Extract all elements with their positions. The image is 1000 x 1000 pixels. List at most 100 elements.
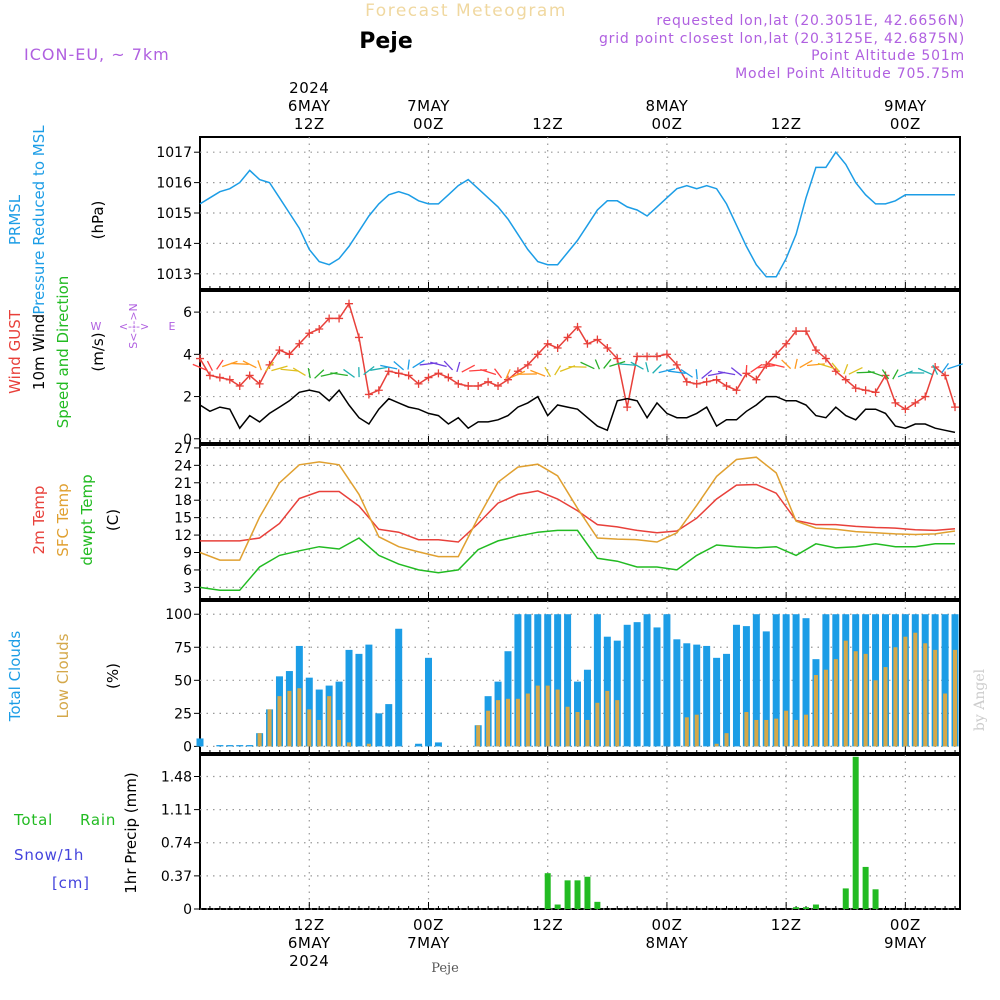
- bar-low-clouds: [903, 636, 908, 747]
- gust-marker: [533, 350, 542, 359]
- gust-marker: [414, 379, 423, 388]
- top-time-label: 8MAY: [646, 97, 689, 115]
- gust-marker: [325, 314, 334, 323]
- bar-low-clouds: [366, 743, 371, 747]
- gust-marker: [543, 339, 552, 348]
- wind-arrow-icon: [645, 362, 649, 373]
- wind-arrow-icon: [307, 368, 311, 379]
- panel-label: PRMSL: [6, 194, 24, 245]
- bottom-time-label: 2024: [289, 952, 329, 970]
- wind-arrow-icon: [480, 368, 497, 376]
- bar-low-clouds: [535, 685, 540, 747]
- gust-marker: [861, 386, 870, 395]
- wind-arrow-icon: [443, 360, 454, 371]
- gust-marker: [464, 382, 473, 390]
- bar-low-clouds: [933, 649, 938, 747]
- gust-marker: [225, 375, 234, 384]
- wind-arrow-icon: [652, 364, 662, 374]
- y-tick-label: 21: [174, 476, 192, 492]
- precip-legend-label: Snow/1h: [14, 846, 84, 864]
- bottom-time-label: 12Z: [294, 916, 325, 934]
- precip-axis-title: 1hr Precip (mm): [122, 772, 140, 893]
- gust-marker: [792, 327, 801, 336]
- gust-marker: [523, 360, 532, 369]
- wind-arrow-icon: [781, 359, 792, 370]
- bar-low-clouds: [317, 719, 322, 747]
- wind-arrow-icon: [380, 364, 398, 370]
- wind-arrow-icon: [618, 363, 637, 366]
- gust-marker: [732, 386, 741, 395]
- wind-arrow-icon: [717, 370, 736, 376]
- bar-1hr-precip: [564, 880, 571, 909]
- panel-label: Wind GUST: [6, 309, 24, 394]
- bar-low-clouds: [913, 632, 918, 747]
- bar-low-clouds: [327, 696, 332, 747]
- bar-total-clouds: [752, 614, 760, 747]
- top-time-label: 7MAY: [407, 97, 450, 115]
- y-tick-label: 2: [183, 390, 192, 406]
- wind-arrow-icon: [745, 365, 748, 376]
- panel-pressure: 1013 1014 1015 1016 1017 PRMSL Pressure Reduce…: [6, 125, 961, 315]
- gust-marker: [374, 386, 383, 395]
- bar-low-clouds: [307, 709, 312, 747]
- bar-total-clouds: [564, 614, 572, 747]
- gust-marker: [394, 369, 403, 378]
- wind-arrow-icon: [730, 367, 743, 377]
- wind-arrow-icon: [206, 360, 213, 371]
- y-tick-label: 9: [183, 546, 192, 562]
- bar-low-clouds: [804, 714, 809, 747]
- gust-marker: [275, 346, 284, 355]
- wind-arrow-icon: [897, 370, 913, 378]
- panel-label: 2m Temp: [30, 486, 48, 555]
- top-time-label: 00Z: [651, 115, 682, 133]
- bottom-time-label: 00Z: [413, 916, 444, 934]
- gust-marker: [434, 369, 443, 378]
- bar-1hr-precip: [793, 907, 800, 909]
- gust-marker: [235, 382, 244, 390]
- gust-marker: [593, 335, 602, 344]
- top-time-label: 00Z: [413, 115, 444, 133]
- wind-arrow-icon: [280, 368, 299, 372]
- bar-low-clouds: [337, 719, 342, 747]
- wind-arrow-icon: [848, 367, 863, 375]
- y-tick-label: 1014: [156, 236, 192, 252]
- wind-arrow-icon: [494, 368, 503, 379]
- gust-marker: [662, 350, 671, 359]
- gust-marker: [454, 379, 463, 388]
- series-line-2m-temp: [200, 483, 956, 543]
- grid-point-coordinates: grid point closest lon,lat (20.3125E, 42…: [599, 31, 965, 47]
- y-tick-label: 4: [183, 347, 192, 363]
- wind-arrow-icon: [794, 358, 798, 369]
- bar-low-clouds: [267, 709, 272, 747]
- bar-1hr-precip: [842, 888, 849, 909]
- wind-arrow-icon: [292, 367, 306, 376]
- bar-low-clouds: [257, 733, 262, 747]
- bar-1hr-precip: [594, 901, 601, 909]
- panel-label: (m/s): [89, 332, 107, 371]
- bar-total-clouds: [345, 649, 353, 747]
- gust-marker: [643, 352, 652, 361]
- bar-total-clouds: [723, 653, 731, 747]
- bar-total-clouds: [772, 614, 780, 747]
- wind-arrow-icon: [430, 361, 447, 368]
- bar-total-clouds: [941, 614, 949, 747]
- gust-marker: [255, 379, 264, 388]
- bar-1hr-precip: [544, 873, 551, 909]
- wind-arrow-icon: [568, 365, 587, 368]
- compass-rose: W E <--->S<--->N: [91, 303, 176, 349]
- gust-marker: [563, 333, 572, 342]
- gust-marker: [345, 299, 354, 308]
- bar-low-clouds: [943, 693, 948, 747]
- wind-arrow-icon: [658, 367, 676, 374]
- panel-label: Low Clouds: [54, 633, 72, 718]
- bar-low-clouds: [813, 675, 818, 747]
- gust-marker: [553, 344, 562, 352]
- wind-arrow-icon: [609, 360, 626, 367]
- wind-arrow-icon: [230, 362, 249, 365]
- y-tick-label: 0: [183, 432, 192, 448]
- bar-low-clouds: [923, 643, 928, 747]
- panel-precipitation: 0 0.37 0.74 1.11 1.48 Total Rain Snow/1h [cm] 1hr…: [13, 754, 961, 918]
- bar-low-clouds: [784, 710, 789, 747]
- bar-total-clouds: [732, 624, 740, 747]
- wind-arrow-icon: [314, 369, 325, 379]
